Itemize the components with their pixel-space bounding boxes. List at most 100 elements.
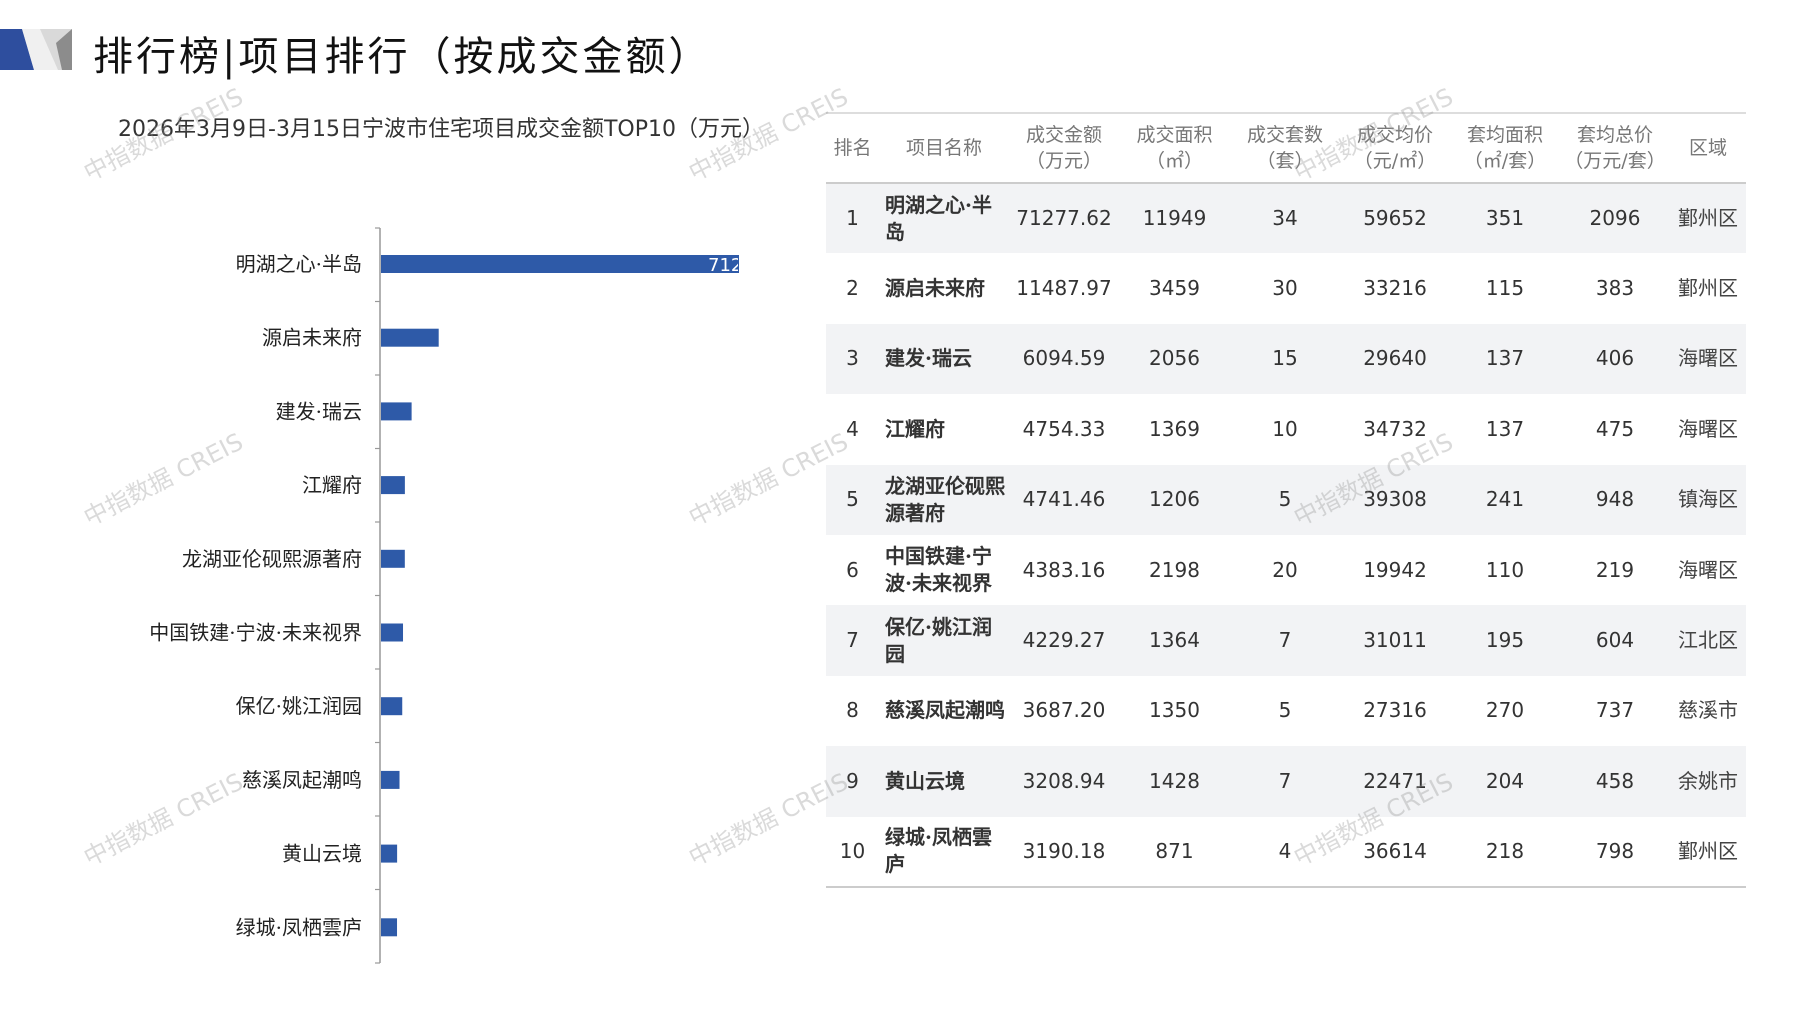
category-label: 源启未来府 [262, 326, 362, 350]
rank-cell: 3 [826, 323, 879, 395]
rank-cell: 2 [846, 276, 859, 301]
amount-cell: 3190.18 [1009, 816, 1119, 888]
rank-cell: 8 [846, 698, 859, 723]
column-header-text: 套均面积 [1466, 124, 1543, 146]
area-cell: 11949 [1119, 183, 1230, 254]
avg-area-cell: 110 [1485, 557, 1525, 582]
units-cell: 34 [1230, 183, 1340, 254]
amount-cell: 4229.27 [1009, 605, 1119, 676]
avg-area-cell: 137 [1450, 323, 1560, 395]
category-label: 保亿·姚江润园 [236, 694, 362, 718]
avg-price-cell: 36614 [1340, 816, 1450, 888]
amount-cell: 11487.97 [1016, 276, 1112, 301]
column-header-text: （㎡） [1145, 150, 1203, 172]
area-cell: 1369 [1149, 416, 1200, 441]
avg-price-cell: 59652 [1340, 183, 1450, 254]
amount-cell: 4754.33 [1022, 416, 1106, 441]
units-cell: 10 [1272, 416, 1298, 441]
column-header: 成交面积 （㎡） [1119, 112, 1230, 184]
bar [381, 623, 404, 642]
avg-area-cell: 270 [1485, 698, 1525, 723]
project-name-cell: 源启未来府 [885, 276, 985, 301]
avg-area-cell: 351 [1450, 183, 1560, 254]
area-cell: 871 [1119, 816, 1230, 888]
region-cell: 鄞州区 [1670, 816, 1746, 888]
table-header-row: 排名 项目名称 成交金额 （万元） 成交面积 （㎡） 成交套数 （套） 成交均价 （元/㎡） 套均面… [826, 112, 1746, 184]
rank-cell: 7 [826, 605, 879, 676]
table-row: 5 龙湖亚伦砚熙源著府 4741.46 1206 5 39308 241 948 镇海区 [826, 464, 1746, 535]
bar [381, 918, 398, 937]
table-row: 1 明湖之心·半岛 71277.62 11949 34 59652 351 2096 鄞州区 [826, 183, 1746, 254]
avg-area-cell: 204 [1450, 746, 1560, 817]
column-header-text: （元/㎡） [1353, 150, 1437, 172]
page-title: 排行榜|项目排行（按成交金额） [93, 34, 712, 80]
bar [381, 255, 739, 273]
avg-total-cell: 798 [1560, 816, 1670, 888]
units-cell: 30 [1272, 276, 1298, 301]
table-row: 9 黄山云境 3208.94 1428 7 22471 204 458 余姚市 [826, 746, 1746, 817]
region-cell: 慈溪市 [1678, 698, 1738, 723]
category-label: 绿城·凤栖雲庐 [236, 915, 362, 939]
column-header-text: （万元） [1025, 150, 1102, 172]
column-header-text: 排名 [833, 137, 872, 159]
project-name-cell: 绿城·凤栖雲庐 [879, 816, 1009, 888]
project-name-cell: 保亿·姚江润园 [879, 605, 1009, 676]
rank-cell: 5 [826, 464, 879, 535]
area-cell: 1428 [1119, 746, 1230, 817]
column-header-text: 成交金额 [1025, 124, 1102, 146]
avg-area-cell: 137 [1485, 416, 1525, 441]
project-name-cell: 中国铁建·宁波·未来视界 [885, 544, 992, 596]
rank-cell: 9 [826, 746, 879, 817]
avg-price-cell: 29640 [1340, 323, 1450, 395]
area-cell: 1364 [1119, 605, 1230, 676]
rank-cell: 1 [826, 183, 879, 254]
column-header: 成交金额 （万元） [1009, 112, 1119, 184]
units-cell: 4 [1230, 816, 1340, 888]
region-cell: 江北区 [1670, 605, 1746, 676]
amount-cell: 6094.59 [1009, 323, 1119, 395]
column-header: 套均面积 （㎡/套） [1450, 112, 1560, 184]
bar-chart: 明湖之心·半岛源启未来府建发·瑞云江耀府龙湖亚伦砚熙源著府中国铁建·宁波·未来视… [149, 227, 739, 964]
avg-price-cell: 34732 [1363, 416, 1427, 441]
category-label: 黄山云境 [282, 842, 362, 866]
area-cell: 3459 [1149, 276, 1200, 301]
column-header: 区域 [1670, 112, 1746, 184]
chart-title: 2026年3月9日-3月15日宁波市住宅项目成交金额TOP10（万元） [118, 117, 764, 142]
amount-cell: 71277.62 [1009, 183, 1119, 254]
units-cell: 5 [1278, 698, 1292, 723]
column-header: 成交均价 （元/㎡） [1340, 112, 1450, 184]
column-header: 套均总价 （万元/套） [1560, 112, 1670, 184]
table-row: 2 源启未来府 11487.97 3459 30 33216 115 383 鄞州区 [826, 253, 1746, 323]
column-header: 成交套数 （套） [1230, 112, 1340, 184]
project-name-cell: 慈溪凤起潮鸣 [885, 698, 1005, 723]
area-cell: 2056 [1119, 323, 1230, 395]
bar [381, 770, 400, 789]
units-cell: 5 [1230, 464, 1340, 535]
category-label: 明湖之心·半岛 [236, 252, 362, 276]
amount-cell: 3208.94 [1009, 746, 1119, 817]
project-name-cell: 建发·瑞云 [879, 323, 1009, 395]
avg-total-cell: 475 [1595, 416, 1635, 441]
column-header-text: 成交均价 [1356, 124, 1433, 146]
amount-cell: 3687.20 [1022, 698, 1106, 723]
project-name-cell: 江耀府 [885, 416, 945, 441]
table-row: 8 慈溪凤起潮鸣 3687.20 1350 5 27316 270 737 慈溪市 [826, 676, 1746, 746]
column-header-text: 成交套数 [1246, 124, 1323, 146]
column-header: 排名 [826, 112, 879, 184]
region-cell: 海曙区 [1678, 416, 1738, 441]
units-cell: 15 [1230, 323, 1340, 395]
project-name-cell: 黄山云境 [879, 746, 1009, 817]
bar [381, 476, 405, 495]
area-cell: 2198 [1149, 557, 1200, 582]
area-cell: 1350 [1149, 698, 1200, 723]
column-header-text: （㎡/套） [1463, 150, 1547, 172]
avg-price-cell: 22471 [1340, 746, 1450, 817]
region-cell: 镇海区 [1670, 464, 1746, 535]
category-label: 江耀府 [302, 473, 362, 497]
logo-icon [0, 29, 72, 70]
avg-total-cell: 2096 [1560, 183, 1670, 254]
project-name-cell: 龙湖亚伦砚熙源著府 [879, 464, 1009, 535]
column-header-text: （套） [1256, 150, 1314, 172]
table-row: 7 保亿·姚江润园 4229.27 1364 7 31011 195 604 江北区 [826, 605, 1746, 676]
table-row: 6 中国铁建·宁波·未来视界 4383.16 2198 20 19942 110 219 海曙区 [826, 535, 1746, 605]
